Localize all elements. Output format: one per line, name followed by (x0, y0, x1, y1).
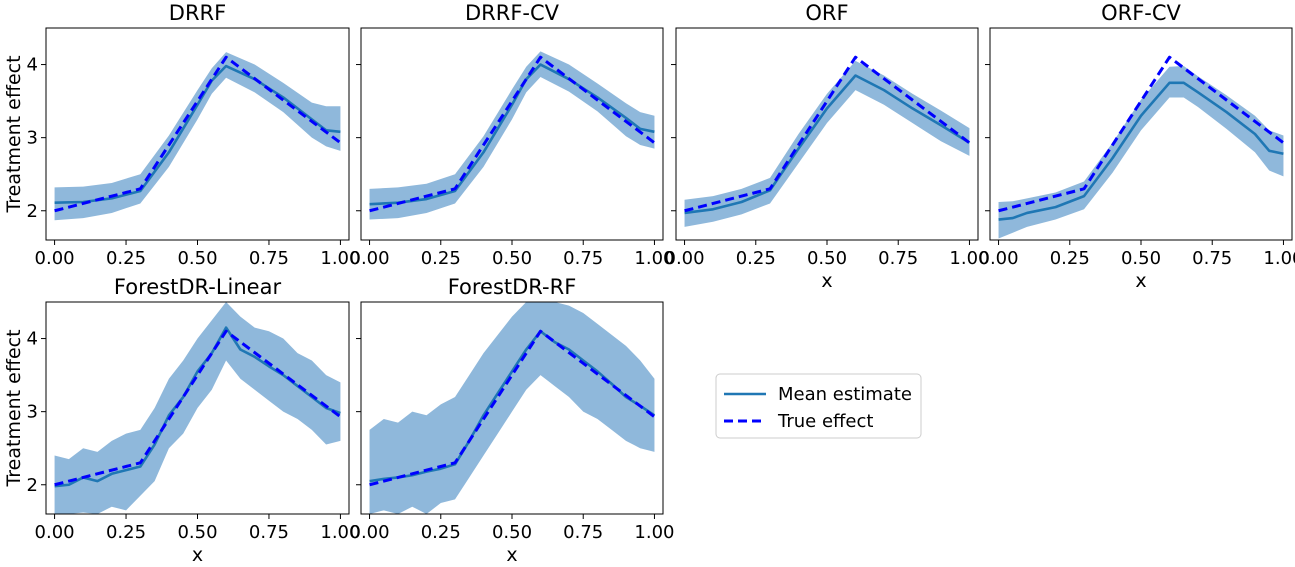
x-tick-label: 0.00 (35, 248, 75, 269)
x-tick-label: 1.00 (1263, 248, 1295, 269)
y-tick-label: 2 (27, 475, 38, 496)
x-tick-label: 0.50 (1121, 248, 1161, 269)
panel-3: 0.00 0.25 0.50 0.75 1.00 ORF x (665, 1, 990, 292)
true-effect-line (369, 55, 656, 213)
confidence-band (369, 302, 655, 514)
y-axis-label: Treatment effect (3, 329, 25, 487)
x-tick-label: 0.25 (106, 248, 146, 269)
x-tick-label: 1.00 (949, 248, 989, 269)
confidence-band (998, 66, 1284, 239)
true-effect-line (369, 329, 656, 487)
plot-area (684, 55, 971, 227)
panel-title: ForestDR-Linear (114, 275, 282, 299)
x-tick-label: 0.00 (35, 522, 75, 543)
x-tick-label: 0.00 (350, 522, 390, 543)
true-effect-line (54, 55, 342, 213)
x-tick-label: 0.75 (249, 522, 289, 543)
x-axis-label: x (192, 544, 203, 566)
x-tick-label: 0.25 (736, 248, 776, 269)
plot-area (54, 302, 342, 514)
x-tick-label: 0.25 (1050, 248, 1090, 269)
true-effect-line (998, 55, 1285, 213)
confidence-band (369, 51, 655, 220)
legend-box (715, 373, 922, 439)
plot-area (54, 52, 342, 221)
panel-6: 0.00 0.25 0.50 0.75 1.00 ForestDR-RF x (350, 275, 675, 566)
panel-title: ORF-CV (1101, 1, 1181, 25)
x-tick-label: 0.75 (249, 248, 289, 269)
y-tick-label: 3 (27, 128, 38, 149)
x-tick-label: 0.00 (979, 248, 1019, 269)
x-tick-label: 0.50 (177, 248, 217, 269)
panel-4: 0.00 0.25 0.50 0.75 1.00 ORF-CV x (979, 1, 1295, 292)
x-tick-label: 0.50 (177, 522, 217, 543)
panel-title: DRRF (169, 1, 226, 25)
x-tick-label: 0.75 (563, 522, 603, 543)
legend-label: True effect (777, 411, 873, 432)
legend: Mean estimate True effect (715, 373, 922, 439)
x-tick-label: 1.00 (634, 248, 674, 269)
x-tick-label: 0.00 (665, 248, 705, 269)
panel-title: ORF (805, 1, 848, 25)
x-tick-label: 1.00 (634, 522, 674, 543)
x-tick-label: 0.25 (421, 522, 461, 543)
plot-area (369, 302, 656, 514)
x-tick-label: 0.50 (807, 248, 847, 269)
x-tick-label: 0.00 (350, 248, 390, 269)
mean-estimate-line (54, 64, 341, 205)
x-tick-label: 0.75 (878, 248, 918, 269)
panel-2: 0.00 0.25 0.50 0.75 1.00 DRRF-CV (350, 1, 675, 269)
y-tick-label: 2 (27, 201, 38, 222)
confidence-band (54, 302, 341, 514)
x-tick-label: 0.75 (1192, 248, 1232, 269)
y-tick-label: 4 (27, 329, 38, 350)
confidence-band (684, 60, 970, 227)
x-tick-label: 0.50 (492, 248, 532, 269)
mean-estimate-line (998, 81, 1284, 221)
confidence-band (54, 52, 341, 221)
panel-title: DRRF-CV (465, 1, 560, 25)
x-tick-label: 1.00 (320, 248, 360, 269)
panel-1: 0.00 0.25 0.50 0.75 1.00 2 3 4 DRRF Treatment eff… (3, 1, 360, 269)
x-axis-label: x (506, 544, 517, 566)
mean-estimate-line (369, 63, 655, 206)
x-tick-label: 1.00 (320, 522, 360, 543)
x-axis-label: x (1135, 270, 1146, 292)
x-tick-label: 0.25 (421, 248, 461, 269)
true-effect-line (54, 329, 342, 487)
y-tick-label: 3 (27, 402, 38, 423)
panel-title: ForestDR-RF (448, 275, 577, 299)
plot-area (998, 55, 1285, 239)
panel-5: 0.00 0.25 0.50 0.75 1.00 2 3 4 ForestDR-Linear x T… (3, 275, 360, 566)
x-tick-label: 0.75 (563, 248, 603, 269)
x-tick-label: 0.50 (492, 522, 532, 543)
x-axis-label: x (821, 270, 832, 292)
mean-estimate-line (684, 74, 971, 215)
y-tick-label: 4 (27, 55, 38, 76)
x-tick-label: 0.25 (106, 522, 146, 543)
true-effect-line (684, 55, 971, 213)
legend-label: Mean estimate (778, 384, 912, 405)
plot-area (369, 51, 656, 220)
y-axis-label: Treatment effect (3, 55, 25, 213)
